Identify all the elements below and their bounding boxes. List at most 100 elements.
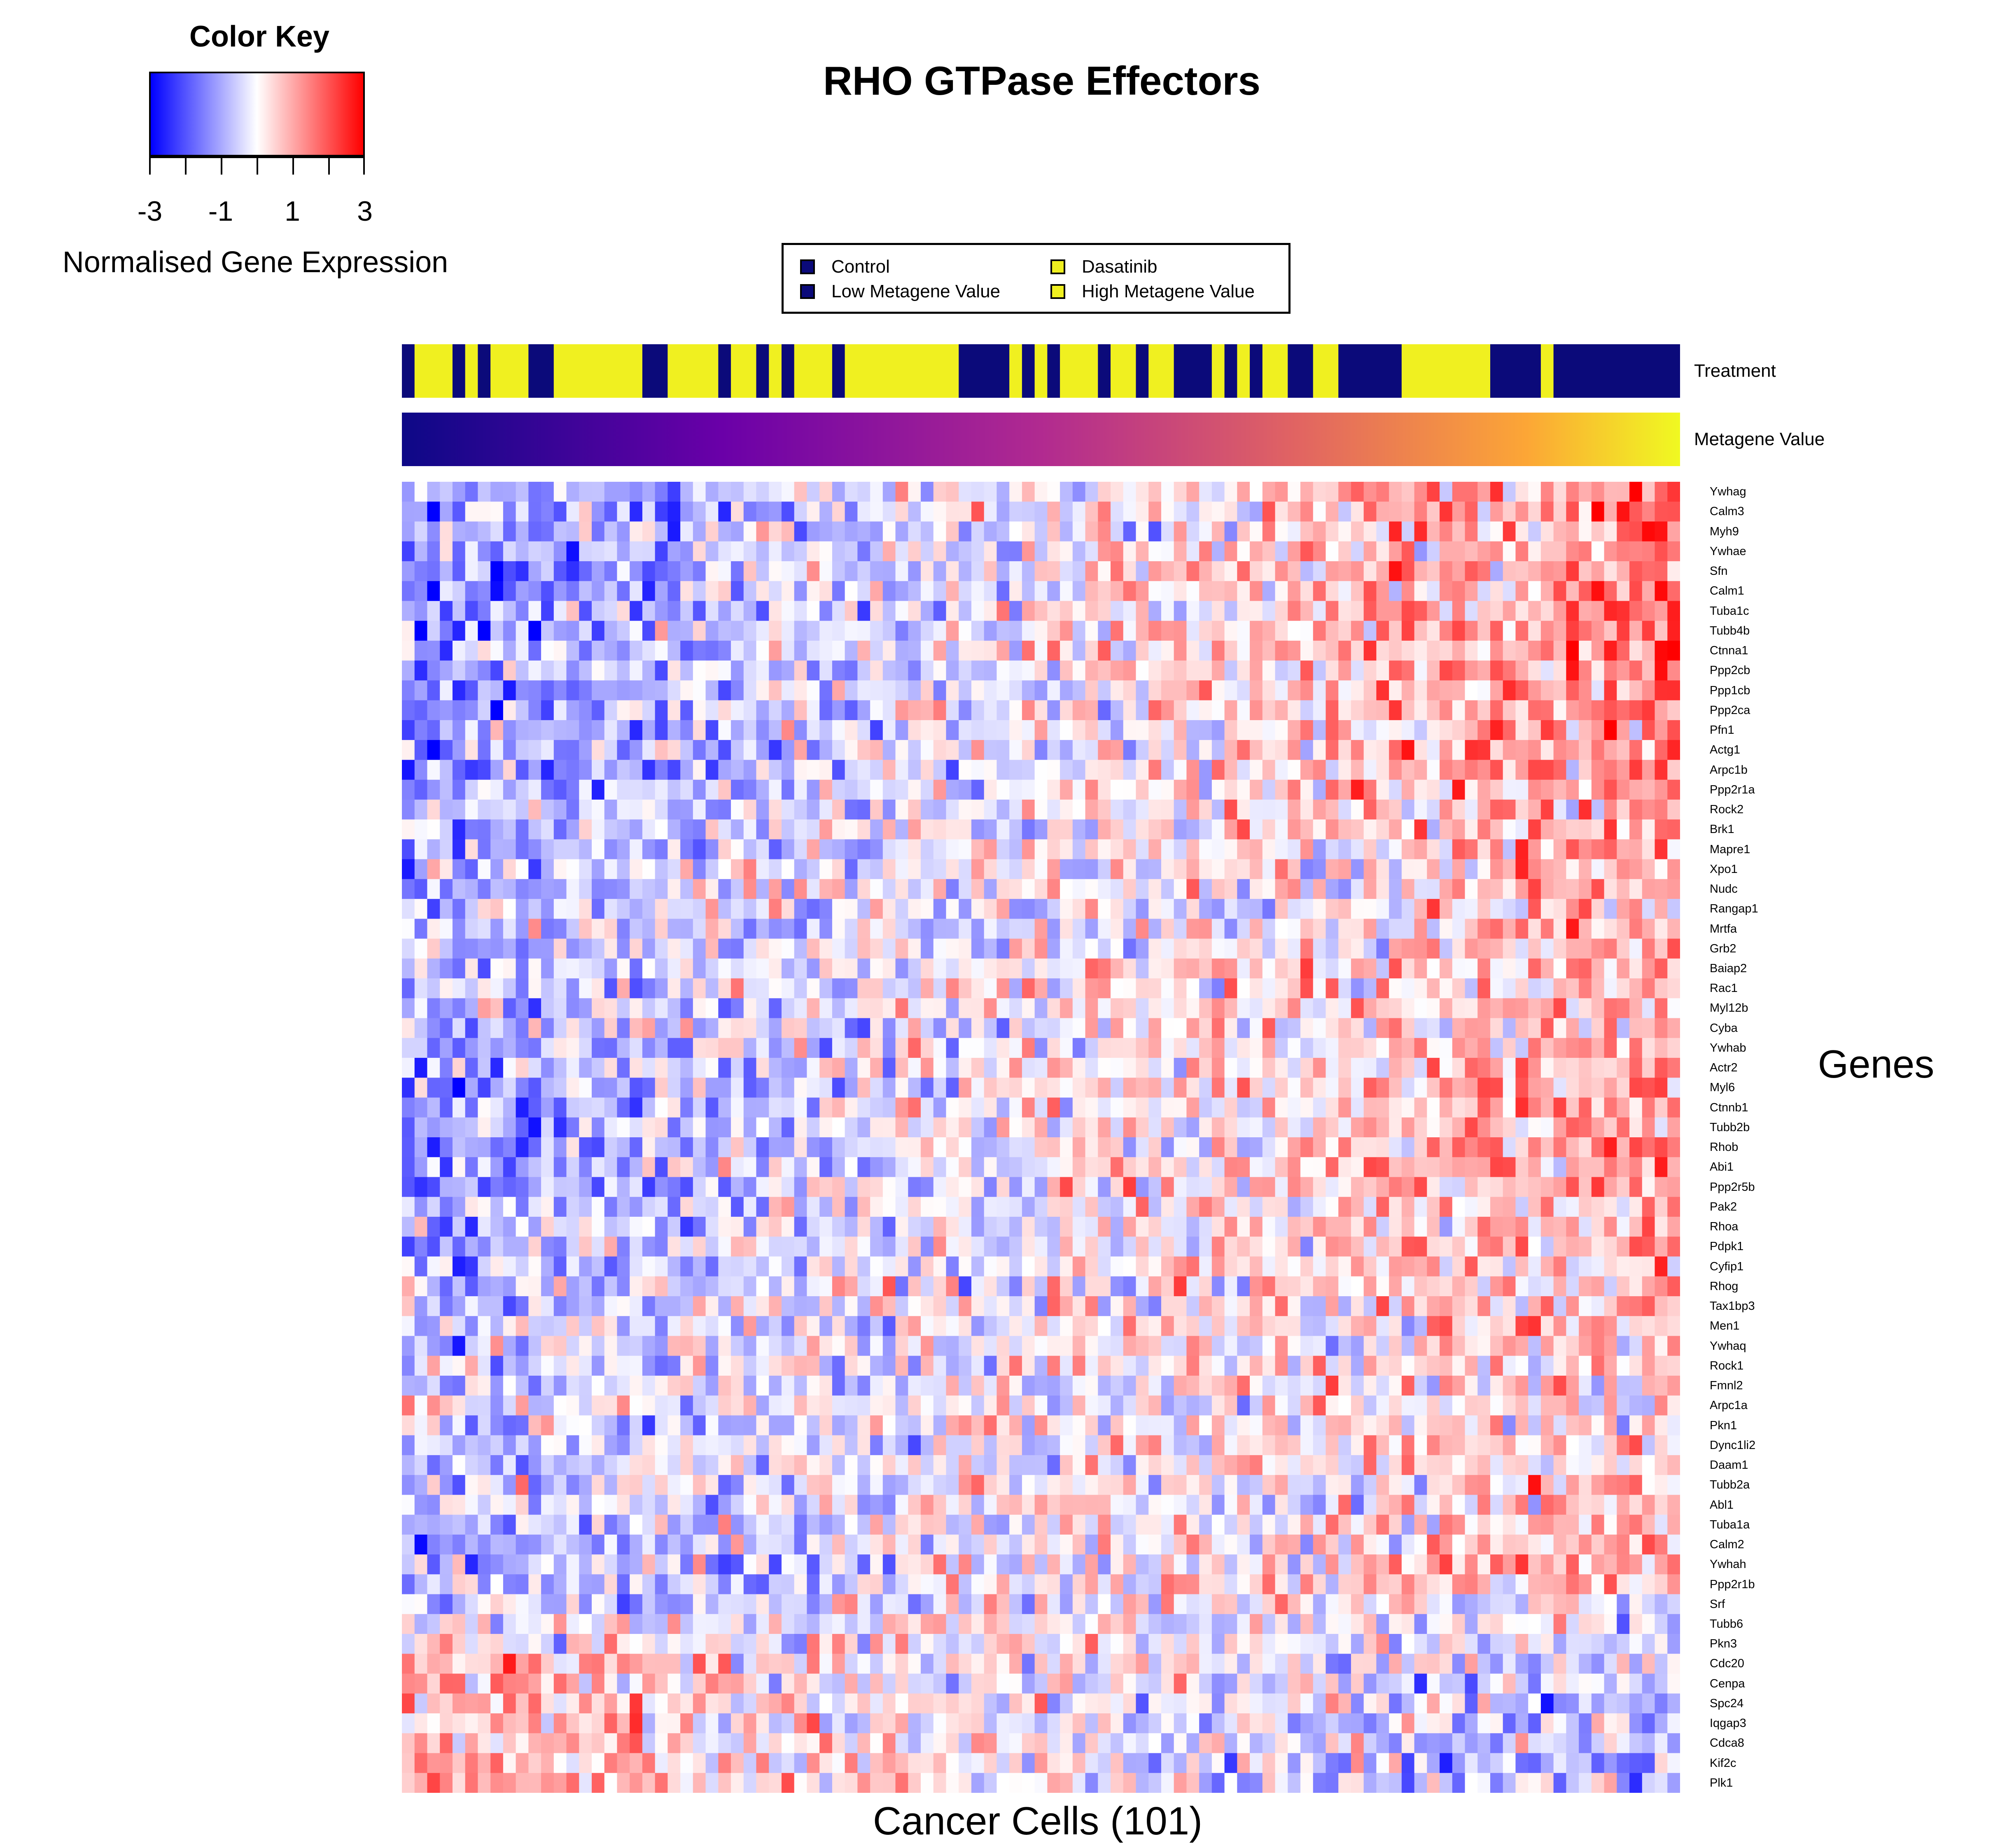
heatmap-cell: [1401, 601, 1415, 621]
heatmap-cell: [1060, 1415, 1073, 1436]
legend-swatch: [800, 259, 815, 274]
heatmap-cell: [402, 1078, 415, 1098]
heatmap-cell: [440, 720, 453, 740]
heatmap-cell: [819, 998, 833, 1019]
heatmap-cell: [1338, 819, 1351, 840]
heatmap-cell: [1186, 720, 1200, 740]
heatmap-cell: [1452, 1117, 1466, 1138]
heatmap-cell: [1642, 1395, 1655, 1416]
heatmap-cell: [1591, 799, 1605, 820]
heatmap-cell: [832, 720, 845, 740]
heatmap-cell: [1604, 502, 1617, 522]
heatmap-cell: [1528, 1018, 1541, 1038]
heatmap-cell: [1111, 859, 1124, 880]
heatmap-cell: [908, 1336, 921, 1356]
heatmap-cell: [1085, 1415, 1098, 1436]
heatmap-cell: [1009, 958, 1022, 979]
heatmap-cell: [566, 1276, 579, 1297]
heatmap-cell: [1566, 1395, 1579, 1416]
heatmap-cell: [705, 938, 719, 959]
heatmap-cell: [908, 1237, 921, 1257]
heatmap-cell: [769, 1078, 782, 1098]
heatmap-cell: [984, 799, 997, 820]
heatmap-cell: [1503, 1137, 1516, 1157]
heatmap-cell: [617, 919, 630, 939]
heatmap-cell: [452, 601, 466, 621]
heatmap-cell: [1338, 779, 1351, 800]
heatmap-cell: [1111, 621, 1124, 641]
heatmap-cell: [845, 621, 858, 641]
heatmap-cell: [541, 1117, 554, 1138]
heatmap-cell: [807, 1117, 820, 1138]
heatmap-cell: [731, 1375, 744, 1396]
heatmap-cell: [1161, 1097, 1174, 1118]
heatmap-cell: [1300, 799, 1314, 820]
heatmap-cell: [579, 1157, 592, 1178]
heatmap-cell: [402, 978, 415, 999]
heatmap-cell: [1376, 1177, 1389, 1197]
heatmap-cell: [1427, 1177, 1440, 1197]
heatmap-cell: [1034, 581, 1048, 602]
heatmap-cell: [566, 899, 579, 919]
heatmap-cell: [478, 1058, 491, 1078]
heatmap-cell: [1313, 502, 1326, 522]
heatmap-cell: [1275, 799, 1288, 820]
heatmap-cell: [1022, 1117, 1035, 1138]
heatmap-cell: [794, 899, 807, 919]
heatmap-cell: [845, 1356, 858, 1376]
heatmap-cell: [1111, 1117, 1124, 1138]
heatmap-cell: [1098, 1038, 1111, 1058]
heatmap-cell: [478, 1197, 491, 1217]
heatmap-cell: [1288, 740, 1301, 760]
heatmap-cell: [1389, 1177, 1402, 1197]
heatmap-cell: [1060, 640, 1073, 661]
heatmap-cell: [1655, 1078, 1668, 1098]
heatmap-cell: [1553, 819, 1566, 840]
heatmap-cell: [857, 502, 870, 522]
heatmap-cell: [1528, 640, 1541, 661]
heatmap-cell: [591, 700, 605, 721]
heatmap-cell: [857, 1395, 870, 1416]
heatmap-cell: [1275, 680, 1288, 701]
heatmap-cell: [402, 1256, 415, 1277]
heatmap-cell: [642, 958, 656, 979]
heatmap-cell: [1237, 1256, 1250, 1277]
heatmap-cell: [1136, 640, 1149, 661]
heatmap-cell: [1326, 1216, 1339, 1237]
heatmap-cell: [1098, 1137, 1111, 1157]
heatmap-cell: [705, 1256, 719, 1277]
heatmap-cell: [490, 640, 504, 661]
heatmap-cell: [667, 978, 681, 999]
heatmap-cell: [1490, 859, 1503, 880]
heatmap-cell: [503, 521, 516, 542]
heatmap-cell: [984, 1415, 997, 1436]
heatmap-cell: [1237, 660, 1250, 681]
heatmap-cell: [1199, 899, 1212, 919]
heatmap-cell: [1604, 1117, 1617, 1138]
heatmap-cell: [1326, 541, 1339, 562]
heatmap-cell: [870, 502, 883, 522]
heatmap-cell: [1629, 700, 1643, 721]
treatment-cell: [1351, 344, 1364, 398]
heatmap-cell: [440, 1296, 453, 1316]
heatmap-cell: [604, 720, 618, 740]
heatmap-cell: [1098, 1415, 1111, 1436]
heatmap-cell: [1414, 1137, 1427, 1157]
heatmap-cell: [1540, 779, 1554, 800]
heatmap-cell: [743, 561, 757, 581]
heatmap-cell: [516, 879, 529, 899]
heatmap-cell: [1199, 581, 1212, 602]
treatment-cell: [908, 344, 921, 398]
heatmap-cell: [402, 1395, 415, 1416]
heatmap-cell: [604, 839, 618, 860]
heatmap-cell: [1540, 1216, 1554, 1237]
heatmap-cell: [1642, 1336, 1655, 1356]
heatmap-cell: [566, 680, 579, 701]
heatmap-cell: [1528, 1197, 1541, 1217]
heatmap-cell: [1060, 1197, 1073, 1217]
heatmap-cell: [642, 1097, 656, 1118]
heatmap-cell: [452, 1256, 466, 1277]
heatmap-cell: [1528, 779, 1541, 800]
heatmap-cell: [1566, 899, 1579, 919]
heatmap-cell: [1515, 879, 1529, 899]
